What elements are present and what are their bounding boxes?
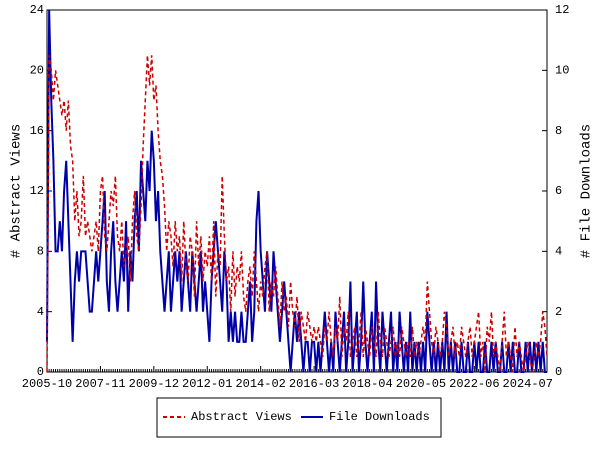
- y2-tick-label: 8: [555, 124, 562, 138]
- x-tick-label: 2014-02: [235, 377, 285, 391]
- x-tick-label: 2024-07: [503, 377, 553, 391]
- y2-tick-label: 10: [555, 64, 569, 78]
- y2-axis-title: # File Downloads: [579, 124, 595, 258]
- y2-tick-label: 2: [555, 305, 562, 319]
- y2-tick-label: 6: [555, 184, 562, 198]
- series-line: [46, 9, 547, 373]
- legend-label: File Downloads: [329, 410, 430, 424]
- series-line: [46, 55, 548, 373]
- x-tick-label: 2005-10: [22, 377, 72, 391]
- y-tick-label: 4: [37, 305, 44, 319]
- y-tick-label: 8: [37, 245, 44, 259]
- y-tick-label: 20: [30, 64, 44, 78]
- x-tick-label: 2007-11: [75, 377, 125, 391]
- x-tick-label: 2012-01: [182, 377, 232, 391]
- y2-tick-label: 12: [555, 3, 569, 17]
- x-tick-label: 2020-05: [396, 377, 446, 391]
- y2-tick-label: 4: [555, 245, 562, 259]
- x-tick-label: 2022-06: [449, 377, 499, 391]
- x-tick-label: 2018-04: [342, 377, 392, 391]
- x-tick-label: 2016-03: [289, 377, 339, 391]
- y-axis-title: # Abstract Views: [9, 124, 25, 258]
- y-tick-label: 0: [37, 365, 44, 379]
- y-tick-label: 24: [30, 3, 44, 17]
- y-tick-label: 16: [30, 124, 44, 138]
- plot-frame: [46, 9, 548, 373]
- legend-label: Abstract Views: [191, 410, 292, 424]
- legend: [156, 397, 442, 438]
- y2-tick-label: 0: [555, 365, 562, 379]
- x-tick-label: 2009-12: [129, 377, 179, 391]
- y-tick-label: 12: [30, 184, 44, 198]
